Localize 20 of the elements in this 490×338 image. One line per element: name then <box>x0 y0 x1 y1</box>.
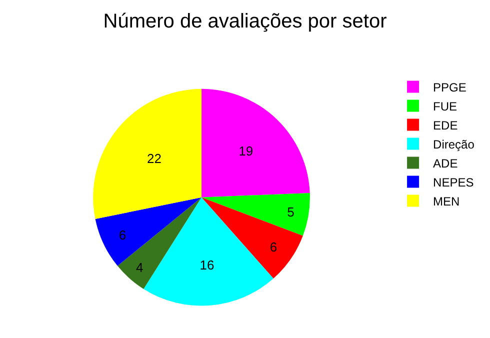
data-label: 4 <box>136 260 144 275</box>
data-label: 19 <box>238 144 254 159</box>
pie-slice <box>118 197 202 289</box>
data-label: 6 <box>118 227 126 242</box>
data-label: 22 <box>146 151 162 166</box>
pie-slice <box>202 197 303 278</box>
legend-label: NEPES <box>433 175 474 190</box>
pie-slice <box>93 88 202 220</box>
legend-label: MEN <box>433 194 460 208</box>
pie-slice <box>202 192 310 236</box>
data-label: 16 <box>200 257 214 272</box>
data-label: 5 <box>287 204 294 220</box>
legend-label: Direção <box>433 137 475 152</box>
legend-label: ADE <box>433 156 458 170</box>
legend-label: FUE <box>433 99 458 114</box>
legend-label: EDE <box>433 118 458 132</box>
chart-title: Número de avaliações por setor <box>103 10 388 33</box>
pie-slice <box>202 88 310 198</box>
data-label: 6 <box>270 240 278 255</box>
legend-label: PPGE <box>433 80 466 94</box>
